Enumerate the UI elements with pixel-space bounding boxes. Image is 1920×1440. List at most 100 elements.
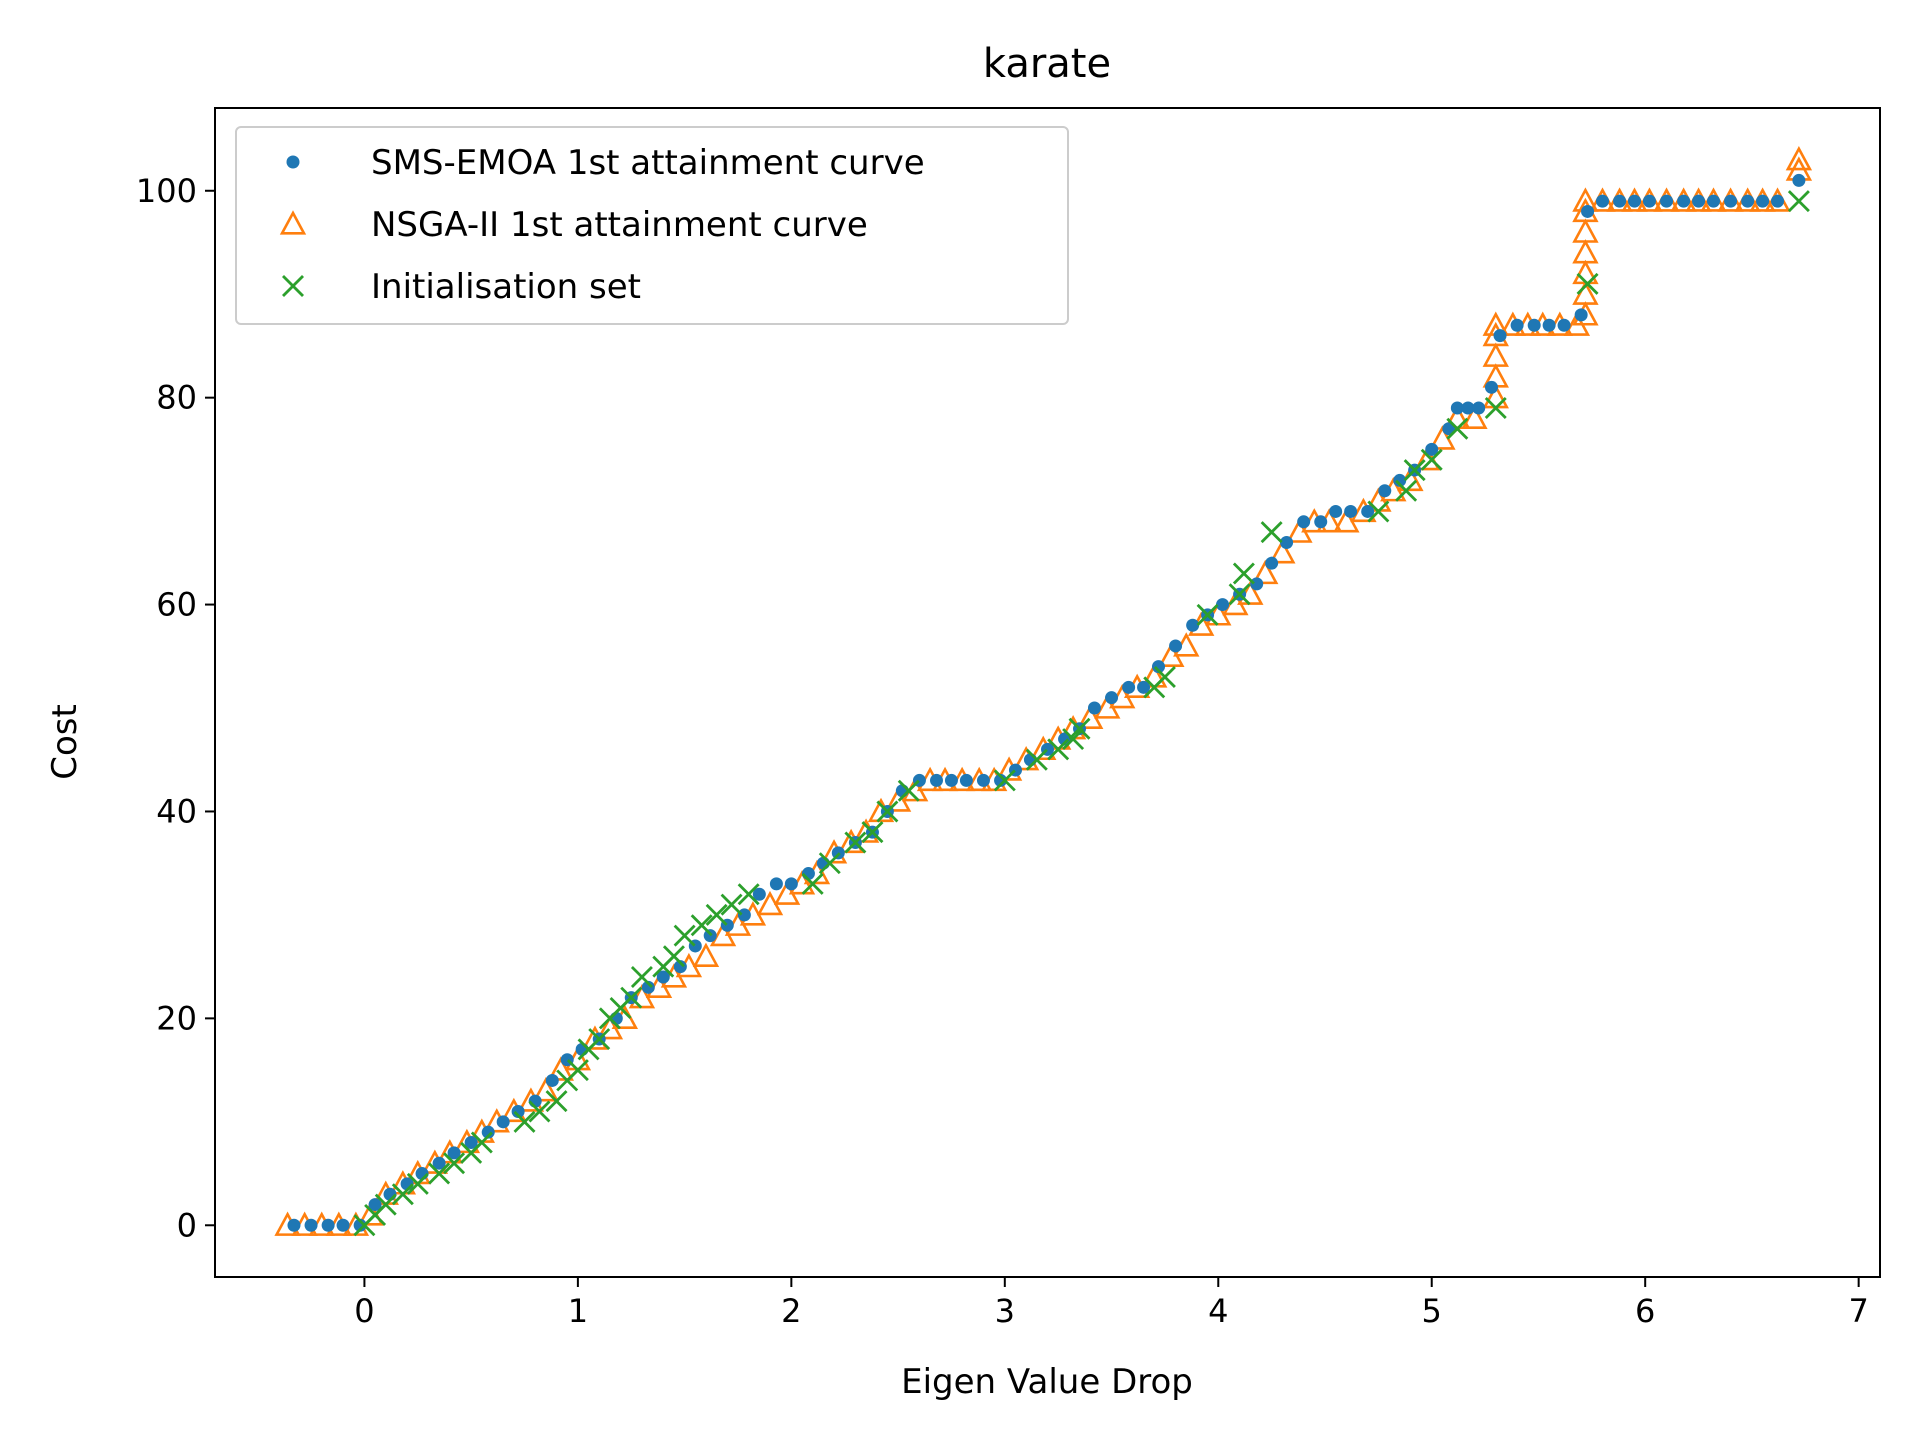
point-dot (1425, 442, 1439, 456)
point-dot (1122, 680, 1136, 694)
point-x (673, 924, 696, 947)
point-x (1068, 717, 1091, 740)
x-tick-label: 4 (1208, 1292, 1228, 1330)
point-triangle (1785, 145, 1813, 171)
point-dot (1677, 194, 1691, 208)
point-x-stroke-b (588, 1028, 611, 1051)
point-dot (432, 1156, 446, 1170)
point-dot (1314, 515, 1328, 529)
legend-label: SMS-EMOA 1st attainment curve (371, 143, 925, 183)
point-dot (1450, 401, 1464, 415)
point-x (897, 779, 920, 802)
point-x-stroke-b (566, 1059, 589, 1082)
point-x-stroke-b (1260, 521, 1283, 544)
point-dot (994, 773, 1008, 787)
point-x (588, 1028, 611, 1051)
point-x-stroke-b (1062, 728, 1085, 751)
point-x (1367, 500, 1390, 523)
point-x-stroke-b (513, 1110, 536, 1133)
point-triangle (532, 1077, 560, 1102)
point-x-stroke-b (620, 986, 643, 1009)
point-x-stroke-b (1196, 603, 1219, 626)
point-dot (1280, 535, 1294, 549)
point-dot (1628, 194, 1642, 208)
point-x (1232, 562, 1255, 585)
legend-label: Initialisation set (371, 267, 641, 307)
point-dot (1741, 194, 1755, 208)
point-x (876, 800, 899, 823)
point-dot (287, 1218, 301, 1232)
y-tick-label: 0 (177, 1206, 197, 1244)
x-tick-label: 2 (781, 1292, 801, 1330)
point-x-stroke-b (1153, 665, 1176, 688)
legend: SMS-EMOA 1st attainment curve NSGA-II 1st… (235, 126, 1069, 325)
point-dot (930, 773, 943, 787)
point-x (1576, 272, 1599, 295)
point-x (443, 1152, 466, 1175)
x-tick-label: 3 (995, 1292, 1015, 1330)
point-dot (1642, 194, 1656, 208)
point-triangle (1461, 404, 1488, 430)
x-axis-label: Eigen Value Drop (901, 1362, 1193, 1402)
legend-marker-triangle (279, 210, 307, 235)
point-triangle (1572, 239, 1599, 264)
point-dot (368, 1198, 382, 1212)
x-tick-label: 7 (1848, 1292, 1868, 1330)
point-x (705, 903, 728, 926)
point-dot (1485, 380, 1498, 394)
point-dot (1692, 194, 1706, 208)
point-dot (752, 887, 766, 901)
point-triangle (1269, 539, 1296, 564)
point-dot (784, 877, 798, 891)
y-tick-label: 20 (156, 999, 197, 1037)
point-dot (447, 1146, 461, 1160)
point-dot (1596, 194, 1609, 208)
point-dot (1297, 515, 1311, 529)
point-dot (1613, 194, 1627, 208)
point-triangle (1482, 342, 1509, 367)
point-x-stroke-b (630, 966, 653, 988)
point-x-stroke-b (1446, 417, 1469, 440)
point-x-stroke-b (1403, 459, 1426, 482)
point-x (1047, 738, 1070, 761)
point-x-stroke-b (528, 1100, 551, 1123)
point-dot (1771, 194, 1785, 208)
point-x-stroke-b (1367, 500, 1390, 523)
point-x (1025, 748, 1048, 771)
point-x-stroke-b (801, 872, 824, 895)
point-dot (1186, 618, 1200, 632)
point-dot (1378, 484, 1392, 498)
point-x-stroke-b (737, 883, 760, 906)
point-x-stroke-b (391, 1183, 414, 1206)
point-dot (1724, 194, 1738, 208)
chart-title: karate (983, 41, 1111, 87)
point-x (630, 966, 653, 988)
x-tick-label: 0 (354, 1292, 374, 1330)
point-x-stroke-b (861, 821, 884, 844)
point-x-stroke-b (897, 779, 920, 802)
y-tick-label: 100 (136, 172, 197, 210)
point-x-stroke-b (470, 1131, 493, 1154)
point-dot (1707, 194, 1720, 208)
point-x-stroke-b (705, 903, 728, 926)
point-dot (1169, 639, 1183, 653)
point-dot (545, 1073, 559, 1087)
point-x (818, 852, 841, 875)
point-dot (1058, 732, 1072, 746)
point-dot (1472, 401, 1486, 415)
point-dot (511, 1104, 525, 1118)
x-tick-label: 1 (568, 1292, 588, 1330)
point-x-stroke-b (1232, 562, 1255, 585)
legend-box (235, 126, 1069, 325)
point-dot (1527, 318, 1541, 332)
x-tick-label: 5 (1422, 1292, 1442, 1330)
series-x (353, 190, 1810, 1237)
point-x-stroke-b (720, 893, 743, 916)
point-x-stroke-b (374, 1193, 397, 1216)
point-x (374, 1193, 397, 1216)
point-x-stroke-b (993, 769, 1016, 792)
point-dot (353, 1218, 367, 1232)
x-tick-label: 6 (1635, 1292, 1655, 1330)
y-tick-label: 40 (156, 792, 197, 830)
